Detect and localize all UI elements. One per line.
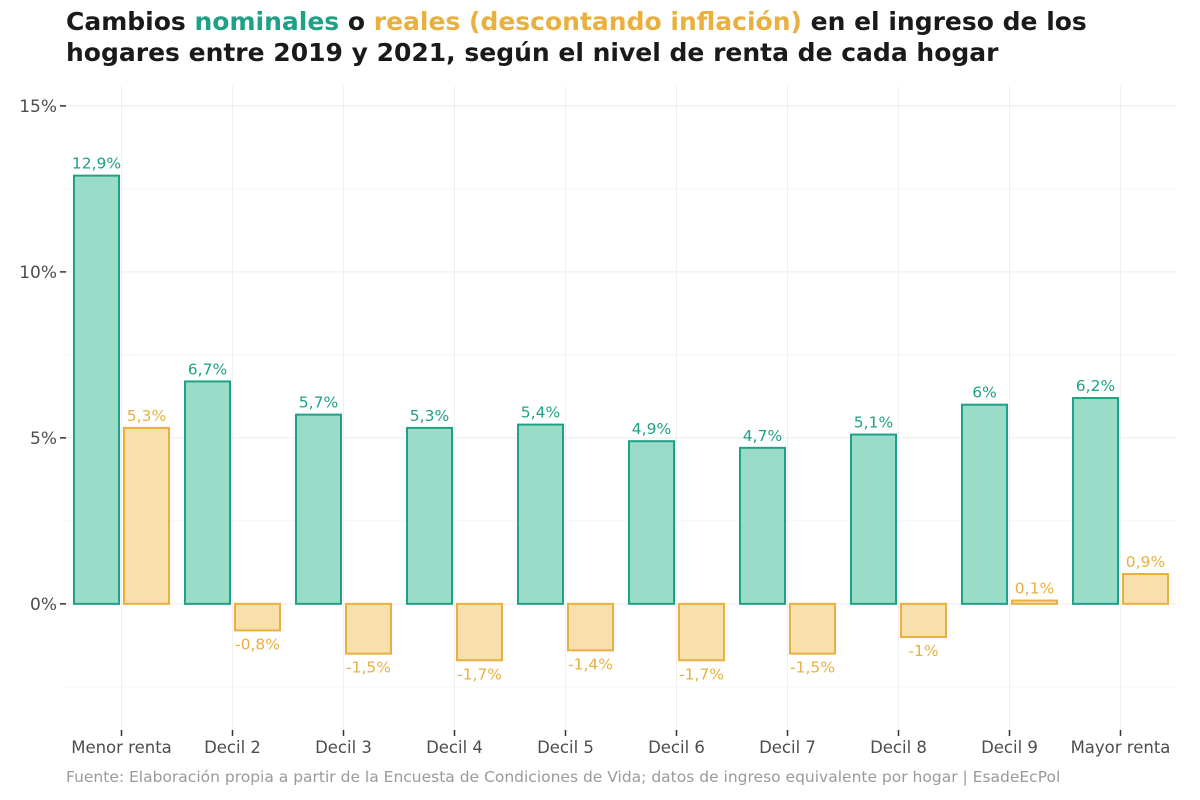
nominal-value-label: 4,7% xyxy=(743,427,782,445)
nominal-value-label: 5,3% xyxy=(410,407,449,425)
x-tick-label: Decil 9 xyxy=(981,738,1038,757)
y-tick-label: 0% xyxy=(30,595,57,615)
x-tick-label: Menor renta xyxy=(71,738,172,757)
title-part-2: o xyxy=(339,7,374,36)
real-value-label: -1,7% xyxy=(679,665,724,683)
title-part-3: en el ingreso de los hogares entre 2019 … xyxy=(66,7,1087,67)
chart-title: Cambios nominales o reales (descontando … xyxy=(66,6,1176,68)
nominal-value-label: 5,4% xyxy=(521,404,560,422)
nominal-bar xyxy=(73,174,120,605)
real-bar xyxy=(123,426,170,605)
real-bar xyxy=(789,602,836,655)
y-tick-label: 10% xyxy=(19,263,57,283)
real-bar xyxy=(900,602,947,639)
real-value-label: -1,5% xyxy=(790,659,835,677)
nominal-bar xyxy=(961,403,1008,605)
real-bar xyxy=(1011,599,1058,605)
title-real-word: reales (descontando inflación) xyxy=(373,7,802,36)
real-value-label: -1% xyxy=(908,642,938,660)
nominal-bar xyxy=(295,413,342,605)
real-value-label: 0,1% xyxy=(1015,580,1054,598)
nominal-bar xyxy=(184,380,231,605)
real-bar xyxy=(1122,572,1169,605)
nominal-value-label: 12,9% xyxy=(72,155,121,173)
real-value-label: -1,7% xyxy=(457,665,502,683)
real-value-label: -0,8% xyxy=(235,635,280,653)
x-tick-label: Mayor renta xyxy=(1071,738,1171,757)
x-tick-label: Decil 5 xyxy=(537,738,594,757)
x-tick-label: Decil 7 xyxy=(759,738,816,757)
real-bar xyxy=(678,602,725,662)
nominal-value-label: 5,7% xyxy=(299,394,338,412)
x-tick-label: Decil 2 xyxy=(204,738,261,757)
real-bar xyxy=(234,602,281,632)
real-bar xyxy=(456,602,503,662)
nominal-value-label: 6,2% xyxy=(1076,377,1115,395)
nominal-bar xyxy=(739,446,786,605)
real-value-label: 5,3% xyxy=(127,407,166,425)
real-value-label: 0,9% xyxy=(1126,553,1165,571)
x-tick-label: Decil 8 xyxy=(870,738,927,757)
nominal-bar xyxy=(850,433,897,605)
x-tick-label: Decil 6 xyxy=(648,738,705,757)
real-value-label: -1,5% xyxy=(346,659,391,677)
nominal-bar xyxy=(628,440,675,605)
title-nominal-word: nominales xyxy=(194,7,340,36)
title-part-1: Cambios xyxy=(66,7,195,36)
x-tick-label: Decil 3 xyxy=(315,738,372,757)
y-tick-label: 5% xyxy=(30,429,57,449)
real-value-label: -1,4% xyxy=(568,655,613,673)
nominal-bar xyxy=(1072,397,1119,605)
real-bar xyxy=(345,602,392,655)
real-bar xyxy=(567,602,614,652)
nominal-value-label: 4,9% xyxy=(632,420,671,438)
y-tick-label: 15% xyxy=(19,97,57,117)
source-note: Fuente: Elaboración propia a partir de l… xyxy=(66,768,1061,786)
x-tick-label: Decil 4 xyxy=(426,738,483,757)
nominal-bar xyxy=(517,423,564,605)
nominal-value-label: 6,7% xyxy=(188,360,227,378)
nominal-bar xyxy=(406,426,453,605)
nominal-value-label: 6% xyxy=(972,384,997,402)
nominal-value-label: 5,1% xyxy=(854,414,893,432)
